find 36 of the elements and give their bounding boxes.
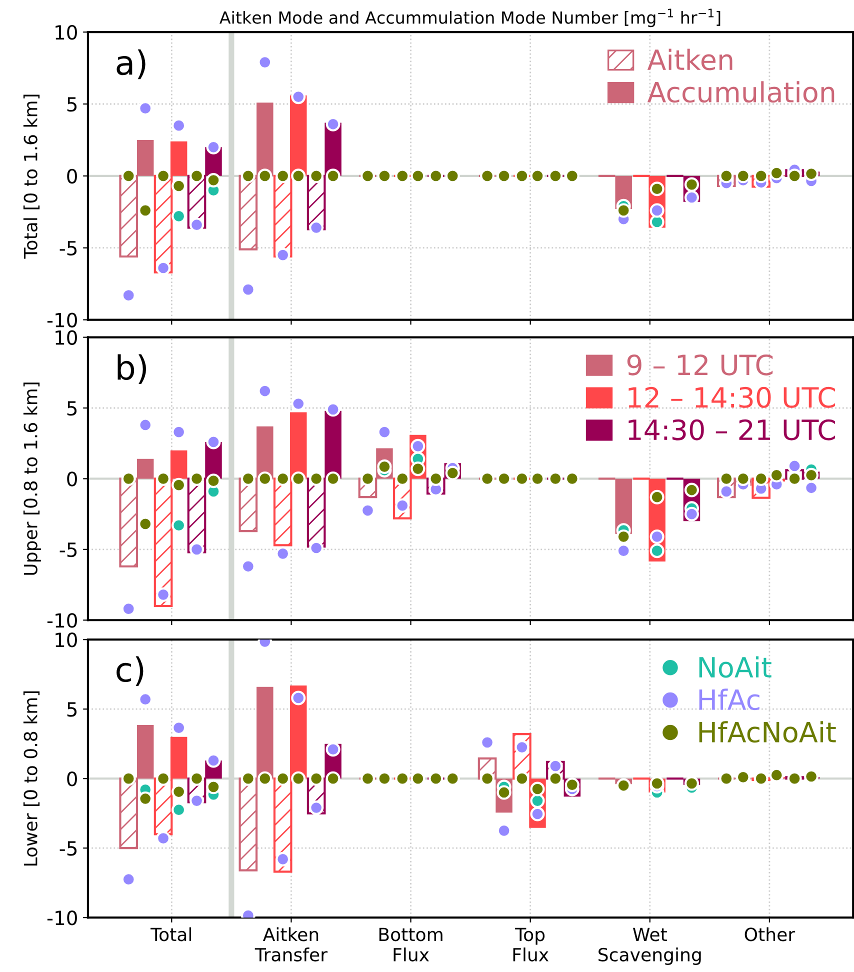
legend-label: HfAcNoAit xyxy=(699,721,836,743)
y-tick-label: 10 xyxy=(56,330,77,345)
legend-label: 14:30 – 21 UTC xyxy=(628,419,835,440)
y-tick-label: -10 xyxy=(47,910,77,926)
annotation: a) xyxy=(116,49,146,80)
y-axis-title: Lower [0 to 0.8 km] xyxy=(23,691,40,866)
x-tick-label: Wet Scavenging xyxy=(598,928,701,965)
y-tick-label: 0 xyxy=(67,472,77,486)
legend-label: Accumulation xyxy=(647,81,834,103)
annotation: c) xyxy=(116,656,144,686)
y-tick-label: -5 xyxy=(60,841,77,856)
y-tick-label: -10 xyxy=(47,613,77,628)
y-tick-label: -5 xyxy=(60,542,77,558)
annotation: b) xyxy=(118,354,146,384)
y-tick-label: 10 xyxy=(56,632,77,648)
y-tick-label: -5 xyxy=(60,241,77,256)
chart-title: Aitken Mode and Accummulation Mode Number [mg$^{−1}$ hr$^{−1}$] xyxy=(220,8,720,28)
y-axis-title: Total [0 to 1.6 km] xyxy=(23,94,40,259)
y-tick-label: 0 xyxy=(67,168,77,184)
x-tick-label: Aitken Transfer xyxy=(254,927,328,962)
x-tick-label: Bottom Flux xyxy=(379,928,442,962)
legend-label: Aitken xyxy=(647,48,732,70)
y-tick-label: 0 xyxy=(67,772,77,786)
legend-label: NoAit xyxy=(699,656,772,678)
x-tick-label: Other xyxy=(744,927,796,942)
y-axis-title: Upper [0.8 to 1.6 km] xyxy=(23,382,41,575)
y-tick-label: 5 xyxy=(67,702,77,717)
legend-label: 9 – 12 UTC xyxy=(627,354,773,376)
y-tick-label: 10 xyxy=(56,25,77,40)
y-tick-label: 5 xyxy=(67,97,77,112)
x-tick-label: Total xyxy=(150,927,192,942)
legend-label: HfAc xyxy=(699,688,760,710)
legend-label: 12 – 14:30 UTC xyxy=(628,386,835,408)
y-tick-label: -10 xyxy=(47,312,77,328)
y-tick-label: 5 xyxy=(67,401,77,416)
x-tick-label: Top Flux xyxy=(513,928,549,962)
